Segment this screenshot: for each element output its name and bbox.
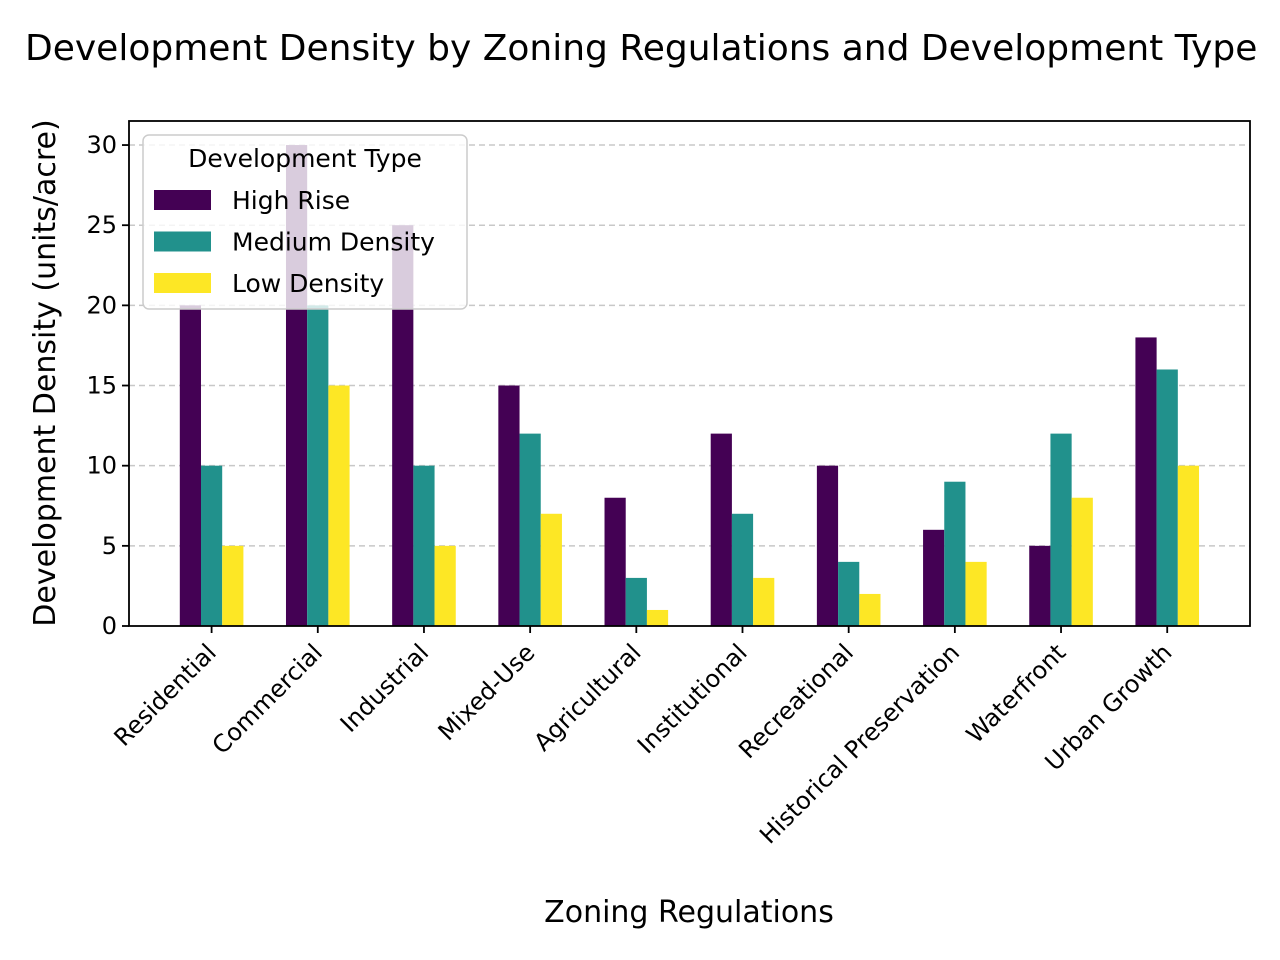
bar [816,465,839,626]
bar [201,465,223,626]
x-tick-label: Historical Preservation [754,638,965,849]
chart-title: Development Density by Zoning Regulation… [25,28,1257,69]
x-tick-label: Institutional [632,638,753,759]
bar [1156,369,1178,626]
bar [540,513,562,626]
x-tick-label: Commercial [207,638,328,759]
bar [625,577,647,626]
bar [710,433,732,626]
legend-swatch [154,190,211,210]
bar [1177,465,1200,626]
y-tick-label: 15 [86,372,117,400]
legend-title: Development Type [188,144,422,173]
bar [965,561,987,626]
legend-label: Low Density [232,269,384,298]
legend-items: High Rise Medium Density Low Density [154,186,435,298]
bar [1029,545,1051,626]
plot-frame [128,120,1251,627]
bars-group [179,145,1200,627]
bar [646,609,669,626]
legend-swatch [154,273,211,293]
bar [731,513,754,626]
legend-box [142,134,468,310]
bar [392,225,414,626]
legend-label: High Rise [232,186,350,215]
bar [307,305,329,626]
x-tick-label: Agricultural [528,638,646,756]
x-tick-label: Residential [109,638,222,751]
x-tick-label: Mixed-Use [433,638,541,746]
y-tick-label: 30 [86,131,117,159]
bar [923,529,945,626]
y-axis: 0 5 10 15 20 25 30 [86,131,129,640]
y-tick-label: 5 [102,532,117,560]
legend-swatch [154,231,211,252]
bar [1050,433,1072,626]
bar [519,433,541,626]
y-axis-title: Development Density (units/acre) [28,119,63,626]
bar [222,545,244,626]
bar [944,481,966,626]
bar [434,545,456,626]
legend: Development Type High Rise Medium Density… [142,134,468,310]
bar [413,465,435,626]
bar [859,593,881,626]
bar [498,385,520,626]
y-tick-label: 25 [86,211,117,239]
bar [328,385,350,626]
bar [1135,337,1157,626]
x-tick-label: Waterfront [961,638,1071,748]
bar [1071,497,1093,626]
bar [753,577,775,626]
bar [179,305,201,626]
y-tick-label: 0 [102,612,117,640]
bar [604,497,626,626]
x-axis-title: Zoning Regulations [544,895,834,930]
y-tick-label: 10 [86,452,117,480]
bar [838,561,860,626]
y-tick-label: 20 [86,291,117,319]
x-tick-label: Industrial [335,638,434,737]
legend-label: Medium Density [232,228,435,257]
